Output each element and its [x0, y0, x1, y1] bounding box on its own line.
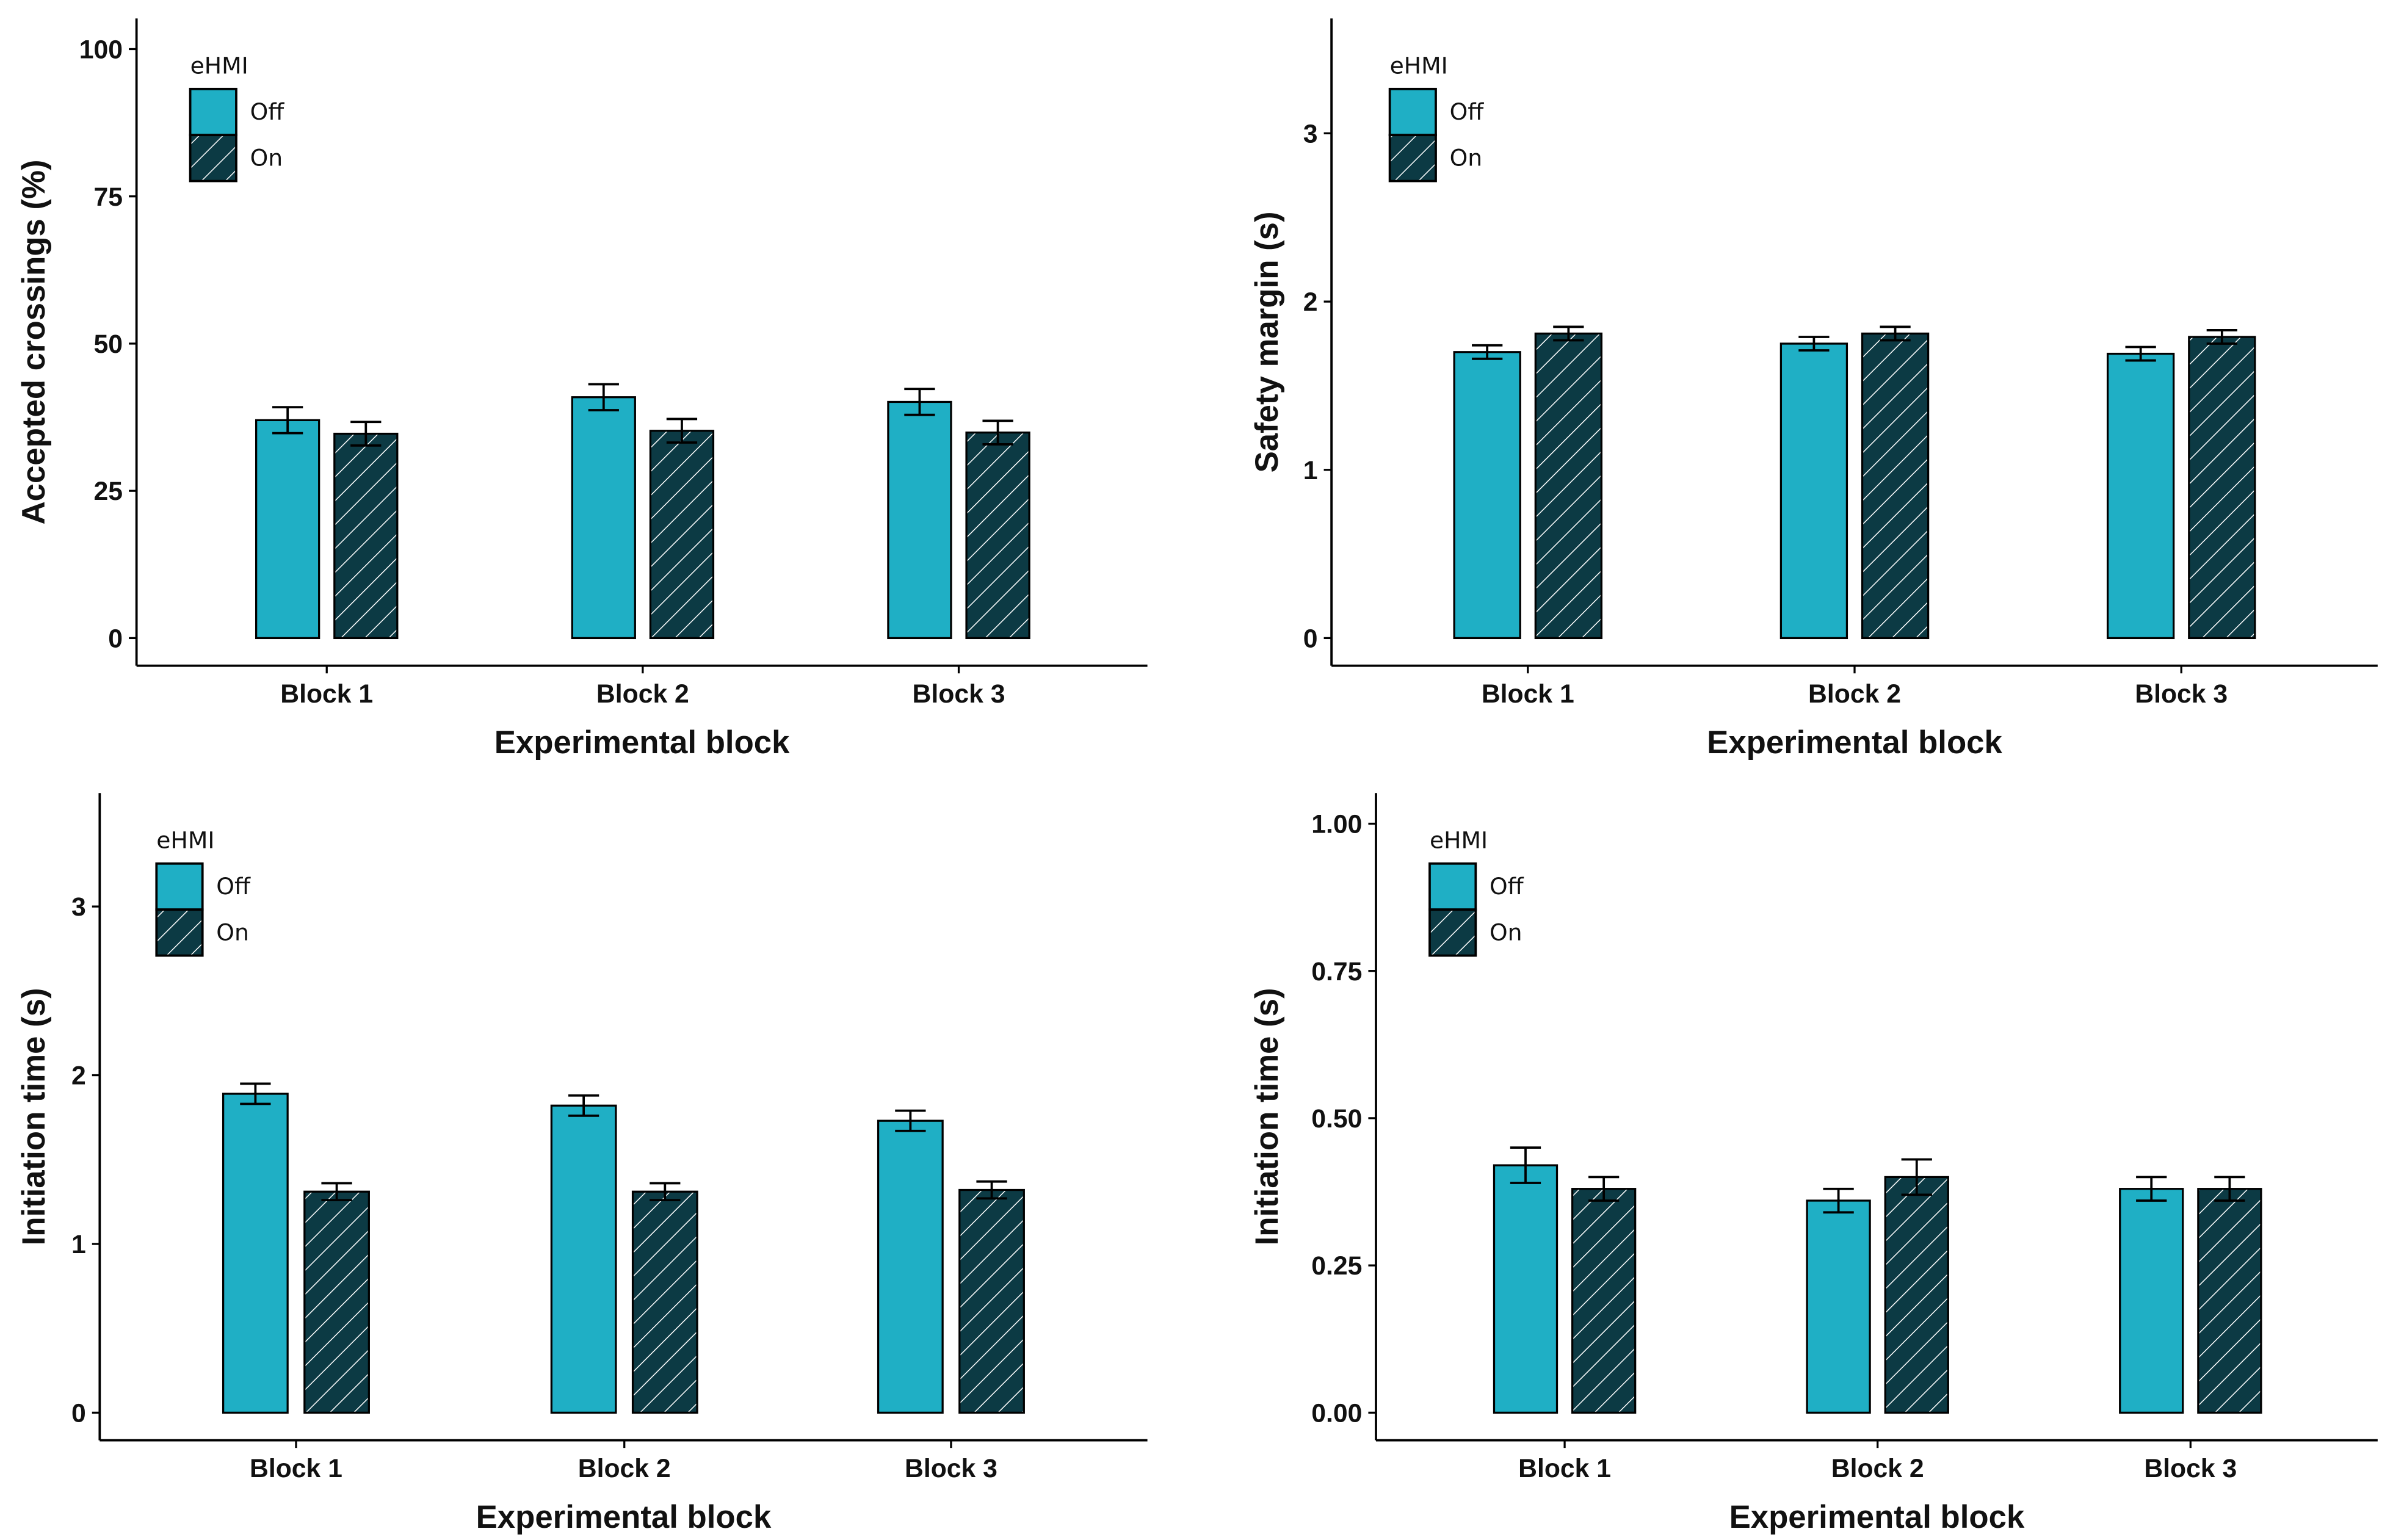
y-tick-label: 2 [1303, 287, 1318, 317]
y-tick-label: 50 [94, 330, 123, 359]
legend-title: eHMI [156, 827, 214, 854]
y-tick-label: 25 [94, 477, 123, 506]
legend-label-on: On [1450, 144, 1483, 171]
x-axis-title: Experimental block [494, 725, 790, 761]
legend-label-off: Off [216, 873, 251, 900]
y-axis-title: Initiation time (s) [16, 988, 52, 1245]
legend-key-on [189, 134, 237, 183]
x-tick-label: Block 2 [596, 679, 689, 709]
bar-off-3 [887, 400, 952, 640]
y-tick-label: 0.00 [1311, 1398, 1362, 1428]
x-tick-label: Block 1 [280, 679, 373, 709]
bar-off-3 [2106, 352, 2175, 640]
y-tick-label: 1 [71, 1230, 86, 1259]
chart-panel-1: 0 25 50 75 100 Block 1 Block 2 Block 3 Experimen… [16, 18, 1148, 761]
x-tick-label: Block 2 [1831, 1454, 1924, 1483]
y-tick-label: 0 [108, 624, 123, 653]
bar-off-3 [877, 1119, 944, 1414]
bar-on-1 [303, 1190, 370, 1414]
y-tick-label: 0.25 [1311, 1251, 1362, 1281]
x-tick-label: Block 2 [578, 1454, 671, 1483]
bar-on-3 [965, 432, 1030, 640]
bar-on-1 [333, 432, 399, 640]
bar-off-1 [222, 1093, 289, 1414]
y-tick-label: 1 [1303, 456, 1318, 485]
y-tick-label: 1.00 [1311, 810, 1362, 839]
y-axis-title: Initiation time (s) [1249, 988, 1285, 1245]
chart-panel-3: 0 1 2 3 Block 1 Block 2 Block 3 Experimental bl… [16, 793, 1148, 1535]
legend-label-off: Off [1490, 873, 1524, 900]
x-tick-label: Block 3 [913, 679, 1005, 709]
bar-off-2 [550, 1104, 617, 1414]
y-tick-label: 0.75 [1311, 957, 1362, 986]
legend-title: eHMI [190, 52, 248, 79]
y-tick-label: 0.50 [1311, 1104, 1362, 1133]
bar-on-3 [2197, 1188, 2262, 1414]
x-tick-label: Block 3 [2144, 1454, 2237, 1483]
y-tick-label: 3 [71, 892, 86, 922]
bar-off-2 [1779, 342, 1848, 640]
y-axis-title: Safety margin (s) [1249, 211, 1285, 472]
chart-panel-4: 0.00 0.25 0.50 0.75 1.00 Block 1 Block 2 Block … [1249, 793, 2378, 1535]
y-axis-title: Accepted crossings (%) [16, 159, 52, 524]
legend-label-on: On [1490, 919, 1522, 945]
chart-panel-2: 0 1 2 3 Block 1 Block 2 Block 3 Experimental bl… [1249, 18, 2378, 761]
bar-on-2 [1861, 332, 1930, 640]
legend-label-on: On [216, 919, 249, 945]
x-tick-label: Block 1 [250, 1454, 342, 1483]
x-tick-label: Block 3 [905, 1454, 997, 1483]
bar-off-3 [2119, 1188, 2184, 1414]
legend-title: eHMI [1430, 827, 1488, 854]
legend-key-on [1388, 134, 1437, 183]
legend-key-off [1388, 87, 1437, 137]
bar-off-1 [255, 419, 320, 640]
legend-key-on [155, 908, 204, 957]
x-tick-label: Block 3 [2135, 679, 2228, 709]
bar-on-1 [1571, 1188, 1637, 1414]
legend-key-off [1428, 862, 1477, 911]
bar-on-2 [649, 430, 715, 640]
bar-off-2 [1806, 1199, 1871, 1414]
x-tick-label: Block 1 [1518, 1454, 1611, 1483]
y-tick-label: 2 [71, 1061, 86, 1091]
x-tick-label: Block 2 [1808, 679, 1901, 709]
y-tick-label: 3 [1303, 120, 1318, 149]
bar-on-1 [1534, 332, 1603, 640]
y-tick-label: 100 [79, 35, 123, 65]
legend-key-off [189, 87, 237, 137]
bar-off-1 [1453, 351, 1521, 640]
y-tick-label: 75 [94, 183, 123, 212]
x-axis-title: Experimental block [476, 1499, 772, 1535]
legend-label-off: Off [250, 98, 285, 125]
x-tick-label: Block 1 [1482, 679, 1574, 709]
bar-on-3 [958, 1188, 1025, 1414]
bar-on-3 [2188, 336, 2256, 640]
bar-on-2 [1884, 1176, 1949, 1414]
legend-label-on: On [250, 144, 283, 171]
legend-key-on [1428, 908, 1477, 957]
bar-off-1 [1493, 1164, 1559, 1414]
bar-on-2 [631, 1190, 698, 1414]
y-tick-label: 0 [71, 1398, 86, 1428]
x-axis-title: Experimental block [1729, 1499, 2025, 1535]
bar-off-2 [571, 396, 636, 640]
legend-title: eHMI [1390, 52, 1448, 79]
legend-label-off: Off [1450, 98, 1485, 125]
legend-key-off [155, 862, 204, 911]
x-axis-title: Experimental block [1707, 725, 2002, 761]
y-tick-label: 0 [1303, 624, 1318, 653]
